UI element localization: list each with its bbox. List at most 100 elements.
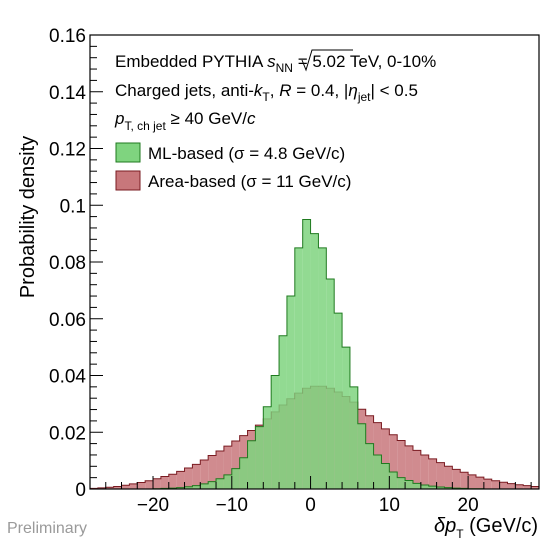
histogram-bin	[483, 479, 492, 489]
histogram-bin	[499, 482, 508, 489]
histogram-bin	[279, 335, 287, 489]
histogram-bin	[318, 247, 327, 489]
histogram-bin	[468, 474, 476, 489]
histogram-bin	[121, 485, 130, 489]
histogram-bin	[302, 219, 311, 489]
histogram-bin	[428, 486, 437, 489]
annotation-1-s: s	[267, 52, 276, 71]
histogram-bin	[420, 454, 429, 489]
x-tick-label: 0	[305, 495, 316, 516]
histogram-bin	[397, 440, 406, 489]
histogram-bin	[326, 279, 335, 489]
histogram-bin	[436, 487, 445, 489]
x-tick-label: −20	[137, 495, 169, 516]
histogram-bin	[239, 457, 248, 489]
legend-label-area: Area-based (σ = 11 GeV/c)	[148, 172, 351, 191]
annotation-3-p: p	[114, 109, 124, 128]
y-tick-label: 0.16	[49, 26, 86, 47]
histogram-bin	[436, 462, 445, 489]
histogram-bin	[160, 476, 169, 489]
annotation-2-k: k	[254, 81, 264, 100]
y-tick-label: 0.1	[60, 196, 86, 217]
histogram-bin	[113, 486, 122, 489]
histogram-bin	[523, 485, 532, 489]
histogram-bin	[365, 443, 374, 489]
histogram-bin	[420, 485, 429, 489]
histogram-bin	[460, 472, 469, 489]
histogram-bin	[349, 386, 358, 489]
annotation-line-1: Embedded PYTHIA sNN = 5.02 TeV, 0-10%	[115, 52, 436, 75]
sqrt-symbol	[301, 49, 353, 72]
x-tick-label: −10	[216, 495, 248, 516]
histogram-bin	[334, 313, 343, 489]
y-tick-label: 0.12	[49, 140, 86, 161]
y-tick-label: 0.14	[49, 83, 86, 104]
histogram-bin	[192, 485, 201, 489]
histogram-bin	[475, 477, 484, 489]
annotation-3-c: c	[247, 109, 256, 128]
annotation-2-eta: η	[348, 81, 357, 100]
histogram-bin	[105, 487, 114, 489]
histogram-bin	[200, 483, 209, 489]
histogram-layer	[89, 218, 540, 490]
annotation-2-mid: ,	[270, 81, 279, 100]
histogram-bin	[255, 426, 264, 489]
histogram-bin	[373, 454, 382, 489]
histogram-bin	[216, 450, 224, 489]
annotation-2-k-sub: T	[262, 90, 270, 104]
histogram-bin	[231, 468, 240, 489]
histogram-bin	[531, 486, 539, 489]
histogram-bin	[231, 441, 240, 489]
y-tick-label: 0.08	[49, 253, 86, 274]
annotation-line-3: pT, ch jet ≥ 40 GeV/c	[114, 109, 256, 133]
annotation-1-sub: NN	[276, 61, 293, 75]
histogram-bin	[192, 464, 201, 489]
histogram-bin	[286, 296, 295, 489]
histogram-bin	[342, 347, 350, 489]
y-axis-title: Probability density	[17, 136, 39, 298]
x-axis-ticks: −20 −10 0 10 20	[89, 476, 532, 516]
x-tick-label: 20	[458, 495, 479, 516]
annotation-3-sub: T, ch jet	[124, 119, 166, 133]
preliminary-label: Preliminary	[7, 520, 87, 537]
histogram-bin	[405, 480, 413, 489]
histogram-bin	[271, 375, 280, 489]
histogram-bin	[515, 484, 524, 489]
histogram-bin	[381, 428, 390, 489]
histogram-bin	[310, 233, 319, 489]
x-axis-title-delta: δp	[434, 515, 456, 537]
histogram-bin	[412, 450, 421, 489]
y-tick-label: 0.06	[49, 310, 86, 331]
annotation-1-pre: Embedded PYTHIA	[115, 52, 267, 71]
histogram-bin	[428, 458, 437, 489]
histogram-bin	[389, 471, 398, 489]
histogram-bin	[247, 440, 256, 489]
histogram-bin	[216, 478, 224, 489]
histogram-bin	[129, 483, 138, 489]
histogram-bin	[153, 478, 161, 489]
histogram-bin	[389, 434, 398, 489]
legend-label-ml: ML-based (σ = 4.8 GeV/c)	[148, 144, 345, 163]
histogram-bin	[200, 460, 209, 489]
annotation-line-2: Charged jets, anti-kT, R = 0.4, |ηjet| <…	[115, 81, 418, 104]
histogram-bin	[168, 474, 177, 489]
histogram-bin	[412, 483, 421, 489]
annotation-2-post: | < 0.5	[371, 81, 418, 100]
histogram-bin	[208, 481, 217, 489]
y-axis-ticks: 0 0.02 0.04 0.06 0.08 0.1 0.12 0.14 0.16	[49, 26, 103, 501]
histogram-bin	[184, 468, 193, 489]
y-tick-label: 0	[75, 480, 86, 501]
annotation-2-R-val: = 0.4, |	[291, 81, 348, 100]
histogram-bin	[405, 445, 413, 489]
x-axis-title-unit: (GeV/c)	[464, 515, 538, 537]
histogram-bin	[444, 466, 453, 489]
legend-swatch-ml	[115, 142, 141, 163]
y-tick-label: 0.04	[49, 367, 86, 388]
histogram-bin	[507, 483, 516, 489]
histogram-bin	[444, 487, 453, 489]
histogram-bin	[184, 486, 193, 489]
histogram-bin	[223, 474, 232, 489]
histogram-bin	[137, 482, 146, 489]
